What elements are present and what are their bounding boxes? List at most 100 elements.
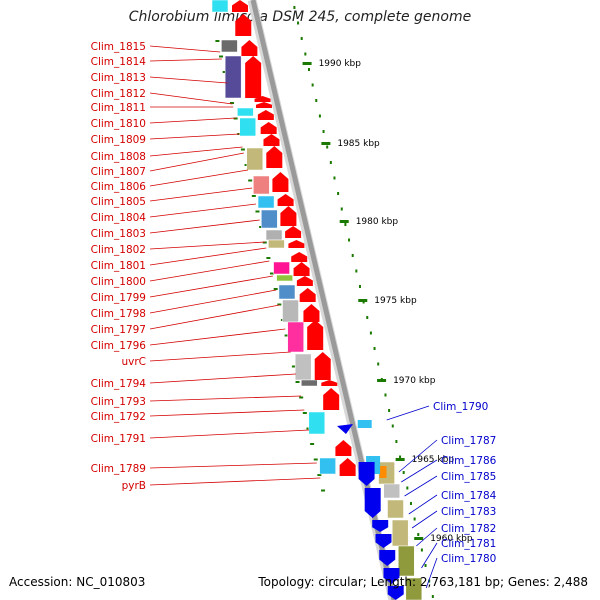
forward-gene-label: Clim_1799 — [91, 292, 146, 304]
reverse-gene-arrow — [358, 462, 375, 486]
forward-gene-label: Clim_1808 — [91, 151, 146, 163]
label-connector — [149, 241, 265, 250]
label-connector — [149, 462, 317, 469]
scale-label: 1960 kbp — [430, 534, 473, 544]
minor-tick — [406, 486, 409, 490]
label-connector — [149, 351, 291, 362]
label-connector — [149, 146, 243, 157]
cog-block — [308, 411, 326, 435]
cog-block — [276, 274, 293, 282]
reverse-gene-arrow — [379, 550, 396, 566]
minor-tick — [417, 533, 420, 536]
minor-tick — [293, 6, 296, 9]
forward-gene-label: Clim_1801 — [91, 260, 146, 272]
scale-label: 1980 kbp — [356, 217, 399, 227]
minor-tick — [297, 21, 300, 25]
reverse-gene-arrow — [372, 520, 389, 532]
left-tick — [317, 474, 322, 476]
cog-block — [282, 299, 299, 323]
forward-gene-label: Clim_1812 — [91, 88, 146, 100]
forward-gene-label: Clim_1813 — [91, 72, 146, 84]
forward-gene-label: Clim_1811 — [91, 102, 146, 114]
left-tick — [240, 148, 245, 151]
label-connector — [421, 542, 438, 569]
forward-gene-arrow — [235, 14, 252, 36]
label-connector — [149, 187, 253, 202]
cog-block — [239, 117, 256, 137]
left-tick — [262, 241, 267, 244]
major-tick — [302, 62, 312, 65]
label-connector — [149, 275, 273, 298]
forward-gene-arrow — [272, 172, 289, 192]
forward-gene-arrow — [314, 352, 331, 380]
forward-gene-label: Clim_1805 — [91, 196, 146, 208]
forward-gene-arrow — [303, 304, 320, 322]
forward-gene-label: pyrB — [122, 480, 146, 492]
scale-label: 1975 kbp — [374, 296, 417, 306]
label-connector — [411, 510, 438, 529]
cog-block — [265, 229, 283, 241]
minor-tick — [337, 192, 340, 195]
label-connector — [149, 58, 222, 62]
minor-tick — [420, 548, 423, 552]
reverse-gene-arrow — [383, 568, 400, 584]
major-tick — [339, 220, 349, 223]
left-tick — [313, 458, 318, 461]
forward-gene-arrow — [260, 122, 277, 134]
label-connector — [408, 494, 438, 515]
major-tick — [358, 299, 368, 302]
reverse-gene-label: Clim_1782 — [441, 523, 496, 535]
scale-label: 1985 kbp — [337, 139, 380, 149]
label-connector — [149, 260, 270, 282]
cog-block — [391, 519, 409, 547]
forward-gene-arrow — [232, 0, 248, 12]
left-tick — [222, 71, 227, 73]
minor-tick — [384, 393, 387, 397]
reverse-gene-arrow — [375, 534, 392, 548]
cog-block — [211, 0, 229, 13]
minor-tick — [424, 564, 427, 567]
scale-label: 1970 kbp — [393, 376, 436, 386]
topology-label: Topology: circular; Length: 2,763,181 bp… — [258, 575, 588, 589]
cog-blocks — [211, 0, 423, 600]
cog-block — [301, 379, 318, 387]
minor-tick — [358, 285, 361, 288]
forward-gene-arrow — [288, 240, 305, 248]
left-tick — [229, 102, 234, 104]
forward-gene-label: Clim_1789 — [91, 463, 146, 475]
forward-gene-arrow — [296, 276, 313, 286]
reverse-gene-arrow — [337, 424, 353, 434]
forward-gene-label: Clim_1796 — [91, 340, 147, 352]
map-title: Chlorobium limicola DSM 245, complete ge… — [128, 9, 472, 25]
left-tick — [321, 489, 326, 492]
left-tick — [306, 427, 311, 430]
minor-tick — [388, 409, 391, 412]
cog-block — [246, 147, 264, 171]
forward-gene-arrow — [321, 380, 338, 386]
label-connector — [149, 117, 236, 124]
scale-label: 1990 kbp — [319, 59, 362, 69]
cog-block — [287, 321, 304, 353]
minor-tick — [326, 145, 329, 149]
forward-gene-arrow — [245, 56, 262, 98]
minor-tick — [351, 254, 354, 257]
minor-tick — [355, 269, 358, 273]
minor-tick — [311, 83, 314, 87]
forward-gene-label: Clim_1809 — [91, 134, 146, 146]
major-tick — [395, 458, 405, 461]
left-tick — [295, 381, 300, 383]
cog-block — [268, 239, 285, 249]
forward-gene-label: Clim_1798 — [91, 308, 146, 320]
label-connector — [149, 45, 221, 53]
forward-gene-arrow — [285, 226, 302, 238]
minor-tick — [373, 347, 376, 350]
minor-tick — [395, 440, 398, 443]
minor-tick — [300, 37, 303, 40]
label-connector — [149, 289, 277, 314]
label-connector — [149, 304, 280, 330]
major-tick — [321, 142, 331, 145]
minor-tick — [431, 595, 434, 598]
label-connector — [149, 76, 228, 84]
label-connector — [149, 152, 245, 172]
reverse-gene-label: Clim_1780 — [441, 553, 496, 565]
